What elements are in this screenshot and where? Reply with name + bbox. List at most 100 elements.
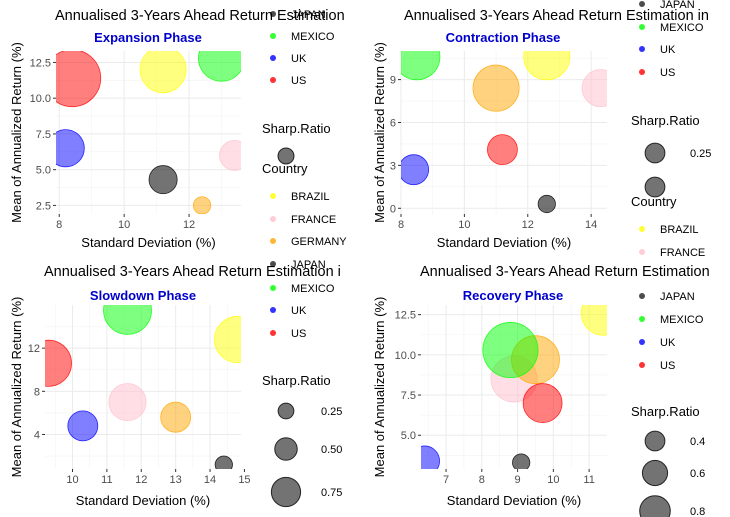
legend-size-label: 0.4 — [690, 436, 705, 448]
chart-panel-3: 7 8 9 10 11 5.0 7.5 10.0 12.5 Standard Deviation … — [372, 264, 710, 517]
chart-subtitle: Recovery Phase — [463, 288, 563, 303]
legend-size-label: 0.75 — [321, 487, 342, 499]
legend-size-key — [644, 430, 666, 452]
x-tick-label: 11 — [101, 474, 112, 486]
legend: JAPAN MEXICO UK US Sharp.Ratio 0.4 0.6 0.8 — [631, 291, 705, 517]
legend-size-label: 0.8 — [690, 506, 705, 517]
x-tick-label: 8 — [56, 219, 62, 231]
y-tick-label: 5.0 — [36, 165, 51, 177]
legend-key-japan — [639, 1, 645, 7]
legend-label: US — [291, 328, 306, 340]
legend-key-japan — [270, 11, 276, 17]
x-axis-label: Standard Deviation (%) — [76, 493, 210, 508]
y-tick-label: 6 — [390, 117, 396, 129]
legend-label: FRANCE — [660, 247, 705, 259]
legend-label: MEXICO — [660, 22, 704, 34]
x-tick-label: 11 — [583, 474, 594, 486]
legend-size-key — [641, 459, 669, 487]
chart-subtitle: Slowdown Phase — [90, 288, 196, 303]
bubbles — [45, 305, 241, 469]
chart-title: Annualised 3-Years Ahead Return Estimati… — [44, 264, 341, 280]
data-point-uk — [56, 129, 85, 168]
x-tick-label: 14 — [204, 474, 216, 486]
legend-label: UK — [291, 53, 307, 65]
y-tick-label: 0 — [390, 203, 396, 215]
legend-size-key — [277, 402, 295, 420]
legend-key-uk — [270, 55, 276, 61]
data-point-uk — [67, 410, 99, 442]
bubbles — [421, 305, 607, 469]
x-axis-label: Standard Deviation (%) — [81, 235, 215, 250]
x-tick-label: 13 — [170, 474, 182, 486]
legend-label: UK — [660, 337, 676, 349]
y-tick-label: 12 — [28, 343, 40, 355]
legend-size-key — [277, 147, 295, 165]
x-tick-label: 10 — [458, 219, 470, 231]
legend-size-key — [644, 176, 666, 198]
x-tick-label: 12 — [183, 219, 195, 231]
chart-panel-2: 10 11 12 13 14 15 4 8 12 Standard Deviation (%) Me… — [9, 264, 342, 508]
legend-size-label: 0.6 — [690, 468, 705, 480]
legend-label: JAPAN — [660, 0, 695, 11]
y-axis-label: Mean of Annualized Return (%) — [372, 42, 387, 223]
data-point-france — [219, 139, 241, 171]
legend-size-label: 0.50 — [321, 444, 342, 456]
legend-title-size: Sharp.Ratio — [631, 113, 700, 128]
x-tick-label: 7 — [443, 474, 449, 486]
data-point-us — [487, 134, 518, 166]
data-point-mexico — [103, 305, 152, 335]
legend-label: MEXICO — [291, 31, 335, 43]
legend-label: JAPAN — [291, 259, 326, 271]
y-axis-label: Mean of Annualized Return (%) — [9, 297, 24, 478]
legend-title-size: Sharp.Ratio — [262, 121, 331, 136]
legend-title-country: Country — [262, 161, 308, 176]
x-tick-label: 10 — [118, 219, 130, 231]
legend-key-germany — [270, 238, 276, 244]
data-point-germany — [192, 196, 212, 214]
legend-key-us — [639, 362, 645, 368]
legend-key-uk — [270, 307, 276, 313]
legend-size-label: 0.25 — [321, 406, 342, 418]
legend-key-brazil — [639, 226, 645, 232]
x-tick-label: 8 — [398, 219, 404, 231]
legend: JAPAN MEXICO UK US Sharp.Ratio 0.25 Country BRA… — [631, 0, 711, 259]
y-tick-label: 4 — [34, 429, 40, 441]
x-tick-label: 9 — [515, 474, 521, 486]
y-tick-label: 8 — [34, 386, 40, 398]
data-point-brazil — [523, 51, 571, 81]
data-point-uk — [401, 154, 430, 186]
data-point-mexico — [401, 51, 441, 81]
legend-label: BRAZIL — [291, 191, 330, 203]
legend-label: BRAZIL — [660, 224, 699, 236]
x-axis-label: Standard Deviation (%) — [447, 493, 581, 508]
plot-background — [45, 305, 241, 469]
chart-subtitle: Expansion Phase — [94, 30, 202, 45]
data-point-france — [108, 383, 147, 422]
x-tick-label: 14 — [585, 219, 597, 231]
legend-key-japan — [270, 261, 276, 267]
bubbles — [56, 51, 241, 214]
y-tick-label: 7.5 — [36, 129, 51, 141]
legend-key-france — [270, 216, 276, 222]
data-point-uk — [421, 445, 440, 469]
legend-label: US — [660, 67, 675, 79]
x-axis-label: Standard Deviation (%) — [437, 235, 571, 250]
data-point-japan — [512, 453, 531, 469]
legend-key-mexico — [270, 285, 276, 291]
legend-key-france — [639, 249, 645, 255]
y-tick-label: 9 — [390, 75, 396, 87]
data-point-brazil — [580, 305, 607, 336]
legend-title-size: Sharp.Ratio — [631, 404, 700, 419]
legend-label: UK — [291, 305, 307, 317]
y-tick-label: 10.0 — [395, 350, 416, 362]
data-point-us — [56, 51, 102, 108]
y-tick-label: 3 — [390, 160, 396, 172]
data-point-brazil — [139, 51, 187, 94]
y-axis-label: Mean of Annualized Return (%) — [372, 297, 387, 478]
data-point-mexico — [198, 51, 241, 82]
legend-label: UK — [660, 44, 676, 56]
x-tick-label: 10 — [66, 474, 78, 486]
data-point-france — [581, 69, 607, 108]
chart-panel-0: 8 10 12 2.5 5.0 7.5 10.0 12.5 Standard Deviation… — [9, 8, 347, 271]
